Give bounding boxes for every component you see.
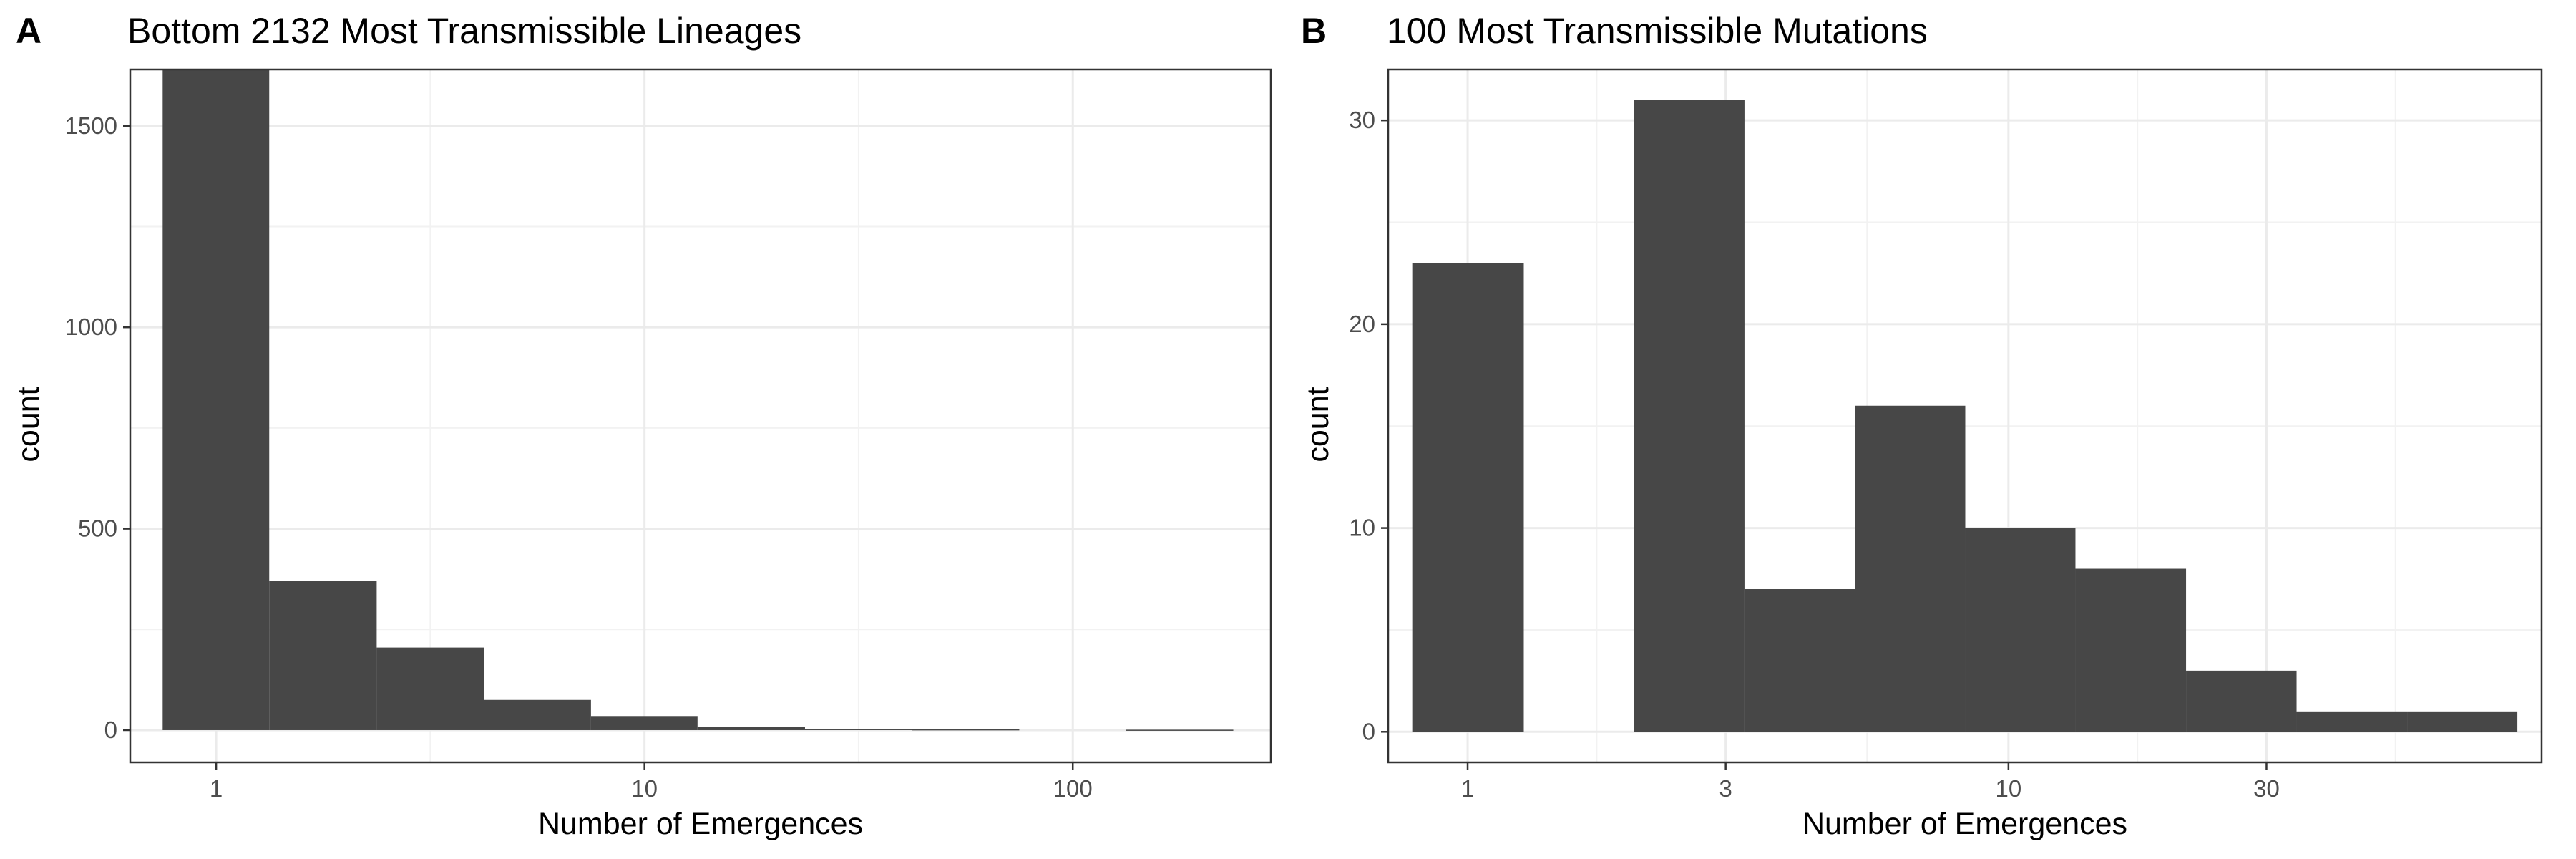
x-tick-label: 1 [210,775,223,802]
y-axis-title: count [11,387,46,462]
histogram-bar-1 [1412,263,1524,732]
histogram-bar-8 [912,729,1020,731]
x-tick-label: 3 [1719,775,1732,802]
y-tick-label: 1000 [65,314,117,340]
histogram-bar-8 [2186,670,2297,732]
histogram-bar-5 [1855,405,1966,732]
histogram-bar-2 [269,581,377,730]
panel-b-histogram: 0 10 20 30 1 3 10 30 Number of Emergences count B 1… [1301,11,2543,841]
x-tick-label: 30 [2253,775,2280,802]
panel-a-histogram: 0 500 1000 1500 1 10 100 Number of Emergences co… [11,11,1272,841]
x-tick-label: 10 [631,775,658,802]
histogram-bar-4 [484,699,591,730]
x-tick-label: 100 [1053,775,1093,802]
panel-letter: B [1301,11,1327,51]
y-axis-title: count [1301,387,1335,462]
x-tick-label: 10 [1995,775,2021,802]
histogram-bar-3 [1634,100,1745,732]
y-tick-label: 30 [1349,107,1375,133]
x-tick-label: 1 [1461,775,1474,802]
x-axis-title: Number of Emergences [1802,807,2127,841]
panel-border [129,68,1272,764]
histogram-bar-10 [1126,729,1234,731]
panel-letter: A [16,11,42,51]
histogram-bar-6 [697,727,805,730]
histogram-bar-3 [376,647,484,730]
histogram-bar-4 [1744,589,1855,732]
histogram-bar-6 [1965,528,2076,732]
y-tick-label: 500 [78,515,117,542]
y-tick-label: 20 [1349,311,1375,337]
histogram-bar-10 [2407,711,2518,732]
panel-border [1387,68,2543,764]
y-tick-label: 0 [1362,718,1375,744]
x-axis-title: Number of Emergences [538,807,863,841]
panel-title: 100 Most Transmissible Mutations [1387,11,1928,51]
histogram-bar-7 [804,729,912,730]
histogram-bar-9 [2296,711,2408,732]
y-tick-label: 10 [1349,515,1375,541]
histogram-bar-1 [162,69,270,730]
y-tick-label: 1500 [65,112,117,139]
histogram-bar-5 [590,716,698,730]
histogram-bar-7 [2075,568,2187,732]
panel-title: Bottom 2132 Most Transmissible Lineages [127,11,801,51]
y-tick-label: 0 [104,717,117,743]
